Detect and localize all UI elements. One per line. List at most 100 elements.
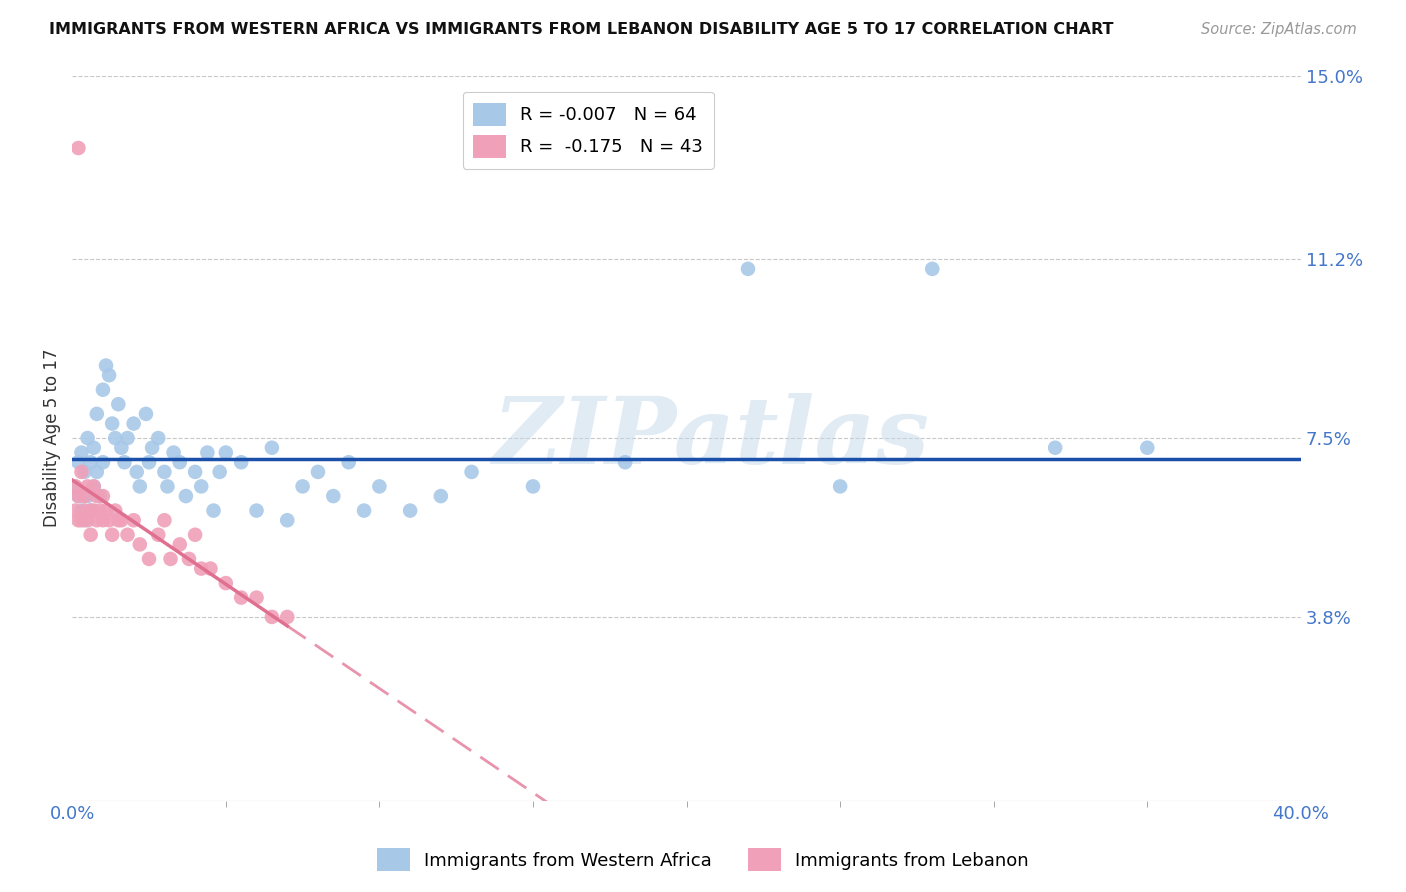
Point <box>260 441 283 455</box>
Point <box>184 465 207 479</box>
Point <box>184 527 207 541</box>
Point <box>1043 441 1066 455</box>
Point <box>430 489 453 503</box>
Point <box>98 513 121 527</box>
Point <box>138 552 160 566</box>
Point <box>260 610 283 624</box>
Point <box>159 552 181 566</box>
Text: Source: ZipAtlas.com: Source: ZipAtlas.com <box>1201 22 1357 37</box>
Point <box>460 465 482 479</box>
Point <box>65 479 87 493</box>
Point <box>101 417 124 431</box>
Point <box>79 503 101 517</box>
Point <box>83 479 105 493</box>
Point <box>921 261 943 276</box>
Point <box>86 513 108 527</box>
Point <box>276 610 298 624</box>
Point <box>114 455 136 469</box>
Point <box>91 455 114 469</box>
Point <box>337 455 360 469</box>
Point <box>83 503 105 517</box>
Point <box>153 465 176 479</box>
Point <box>76 431 98 445</box>
Point <box>76 479 98 493</box>
Point <box>76 513 98 527</box>
Point <box>101 527 124 541</box>
Y-axis label: Disability Age 5 to 17: Disability Age 5 to 17 <box>44 349 60 527</box>
Point <box>65 503 87 517</box>
Point <box>138 455 160 469</box>
Point <box>399 503 422 517</box>
Point <box>91 513 114 527</box>
Point <box>162 445 184 459</box>
Point <box>614 455 637 469</box>
Point <box>79 503 101 517</box>
Point <box>94 359 117 373</box>
Text: IMMIGRANTS FROM WESTERN AFRICA VS IMMIGRANTS FROM LEBANON DISABILITY AGE 5 TO 17: IMMIGRANTS FROM WESTERN AFRICA VS IMMIGR… <box>49 22 1114 37</box>
Point <box>141 441 163 455</box>
Point <box>94 503 117 517</box>
Point <box>122 417 145 431</box>
Point <box>110 441 132 455</box>
Point <box>67 455 90 469</box>
Point <box>202 503 225 517</box>
Point <box>67 513 90 527</box>
Point <box>104 503 127 517</box>
Point <box>70 503 93 517</box>
Point <box>153 513 176 527</box>
Point <box>830 479 852 493</box>
Point <box>70 513 93 527</box>
Point <box>148 527 170 541</box>
Point <box>125 465 148 479</box>
Point <box>65 479 87 493</box>
Point <box>117 431 139 445</box>
Point <box>98 368 121 383</box>
Point <box>215 576 238 591</box>
Point <box>156 479 179 493</box>
Legend: Immigrants from Western Africa, Immigrants from Lebanon: Immigrants from Western Africa, Immigran… <box>370 841 1036 879</box>
Point <box>73 513 96 527</box>
Point <box>83 441 105 455</box>
Point <box>117 527 139 541</box>
Point <box>307 465 329 479</box>
Point <box>110 513 132 527</box>
Point <box>231 591 253 605</box>
Point <box>107 513 129 527</box>
Point <box>522 479 544 493</box>
Point <box>79 527 101 541</box>
Point <box>91 383 114 397</box>
Point <box>73 489 96 503</box>
Point <box>190 479 212 493</box>
Point <box>177 552 200 566</box>
Point <box>169 455 191 469</box>
Point <box>79 455 101 469</box>
Point <box>89 503 111 517</box>
Point <box>148 431 170 445</box>
Point <box>208 465 231 479</box>
Point <box>215 445 238 459</box>
Point <box>135 407 157 421</box>
Point <box>67 489 90 503</box>
Text: ZIPatlas: ZIPatlas <box>492 393 929 483</box>
Point <box>200 561 222 575</box>
Point <box>353 503 375 517</box>
Point <box>322 489 344 503</box>
Point <box>231 455 253 469</box>
Point <box>70 465 93 479</box>
Point <box>245 591 267 605</box>
Point <box>67 489 90 503</box>
Point <box>291 479 314 493</box>
Point <box>73 503 96 517</box>
Point <box>174 489 197 503</box>
Point <box>1136 441 1159 455</box>
Point <box>128 537 150 551</box>
Point <box>89 489 111 503</box>
Point <box>190 561 212 575</box>
Point <box>70 445 93 459</box>
Point <box>195 445 218 459</box>
Point <box>86 489 108 503</box>
Legend: R = -0.007   N = 64, R =  -0.175   N = 43: R = -0.007 N = 64, R = -0.175 N = 43 <box>463 92 714 169</box>
Point <box>86 407 108 421</box>
Point <box>128 479 150 493</box>
Point <box>76 489 98 503</box>
